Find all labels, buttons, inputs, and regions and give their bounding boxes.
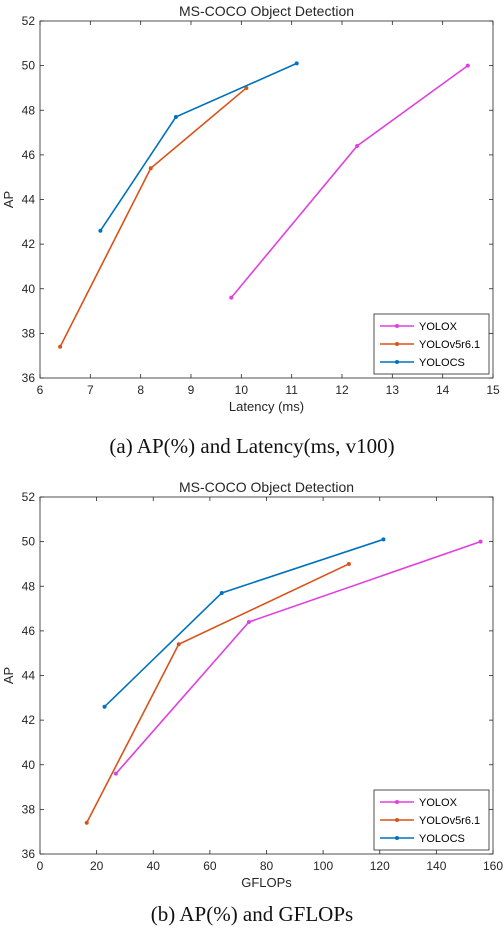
data-point [346, 561, 351, 566]
data-point [173, 114, 178, 119]
x-tick-label: 7 [87, 383, 94, 397]
data-point [102, 704, 107, 709]
data-point [84, 820, 89, 825]
y-tick-label: 48 [22, 579, 36, 593]
x-tick-label: 13 [386, 383, 400, 397]
data-point [465, 63, 470, 68]
legend-marker [395, 360, 399, 364]
y-tick-label: 42 [22, 237, 36, 251]
x-tick-label: 9 [188, 383, 195, 397]
y-tick-label: 42 [22, 713, 36, 727]
chart-latency: 6 7 8 9 10 11 12 13 14 15 36 38 40 42 44 46 48 50 52 MS-COC… [1, 3, 500, 458]
legend-label: YOLOCS [419, 833, 465, 845]
y-tick-label: 52 [22, 14, 36, 28]
x-tick-label: 15 [486, 383, 500, 397]
data-point [246, 619, 251, 624]
x-tick-label: 0 [37, 859, 44, 873]
data-point [148, 166, 153, 171]
data-point [98, 228, 103, 233]
x-tick-label: 160 [483, 859, 503, 873]
y-tick-label: 36 [22, 847, 36, 861]
x-axis-label: Latency (ms) [229, 399, 304, 414]
data-point [294, 61, 299, 66]
y-tick-label: 38 [22, 326, 36, 340]
x-tick-label: 8 [137, 383, 144, 397]
caption-gflops: (b) AP(%) and GFLOPs [150, 902, 354, 926]
x-tick-label: 11 [285, 383, 298, 397]
data-point [478, 539, 483, 544]
y-tick-label: 44 [22, 193, 36, 207]
x-tick-label: 120 [370, 859, 390, 873]
chart-title: MS-COCO Object Detection [179, 479, 354, 495]
y-tick-label: 38 [22, 802, 36, 816]
x-tick-label: 140 [426, 859, 446, 873]
data-point [229, 295, 234, 300]
y-tick-label: 48 [22, 103, 36, 117]
y-axis-label: AP [1, 191, 16, 208]
legend-marker [395, 342, 399, 346]
legend-label: YOLOX [419, 321, 458, 333]
x-tick-label: 80 [260, 859, 274, 873]
y-tick-label: 36 [22, 371, 36, 385]
legend-label: YOLOX [419, 797, 458, 809]
x-tick-label: 14 [436, 383, 450, 397]
x-tick-label: 60 [203, 859, 217, 873]
legend-label: YOLOv5r6.1 [419, 815, 480, 827]
x-axis-label: GFLOPs [241, 875, 292, 890]
y-tick-label: 40 [22, 758, 36, 772]
x-tick-label: 10 [235, 383, 249, 397]
legend-label: YOLOCS [419, 357, 465, 369]
legend-label: YOLOv5r6.1 [419, 339, 480, 351]
y-tick-label: 46 [22, 624, 36, 638]
x-tick-label: 100 [313, 859, 333, 873]
caption-latency: (a) AP(%) and Latency(ms, v100) [109, 434, 395, 458]
y-tick-label: 52 [22, 490, 36, 504]
legend-marker [395, 324, 399, 328]
y-tick-label: 40 [22, 282, 36, 296]
chart-gflops-plot: 0 20 40 60 80 100 120 140 160 36 38 40 42 44 46 48 50 52 M… [1, 479, 503, 890]
x-tick-label: 12 [335, 383, 349, 397]
data-point [113, 771, 118, 776]
y-tick-label: 46 [22, 148, 36, 162]
data-point [355, 143, 360, 148]
chart-latency-plot: 6 7 8 9 10 11 12 13 14 15 36 38 40 42 44 46 48 50 52 MS-COC… [1, 3, 500, 414]
y-tick-label: 50 [22, 535, 36, 549]
chart-title: MS-COCO Object Detection [179, 3, 354, 19]
data-point [381, 537, 386, 542]
legend-marker [395, 836, 399, 840]
data-point [58, 344, 63, 349]
chart-gflops: 0 20 40 60 80 100 120 140 160 36 38 40 42 44 46 48 50 52 M… [0, 476, 504, 938]
x-tick-label: 20 [90, 859, 104, 873]
x-tick-label: 40 [147, 859, 161, 873]
y-tick-label: 44 [22, 669, 36, 683]
data-point [176, 642, 181, 647]
x-tick-label: 6 [37, 383, 44, 397]
y-tick-label: 50 [22, 59, 36, 73]
y-axis-label: AP [1, 667, 16, 684]
data-point [219, 590, 224, 595]
legend-marker [395, 818, 399, 822]
legend-marker [395, 800, 399, 804]
